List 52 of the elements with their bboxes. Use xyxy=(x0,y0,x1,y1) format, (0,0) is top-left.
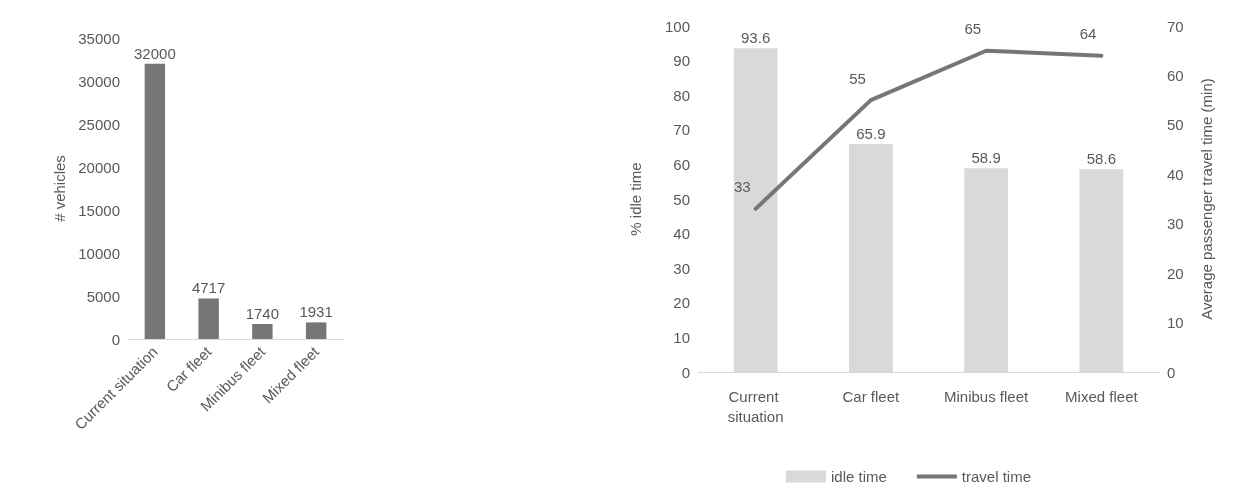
y-tick-label: 80 xyxy=(673,86,690,104)
y-tick-label: 70 xyxy=(673,121,690,139)
data-label: 58.6 xyxy=(1086,150,1116,168)
x-tick-label: Car fleet xyxy=(842,387,901,405)
y-tick-label: 10 xyxy=(673,328,690,346)
y-tick-label: 15000 xyxy=(78,201,120,219)
y-axis-title: # vehicles xyxy=(51,155,69,222)
y-tick-label: 0 xyxy=(681,363,690,381)
y-tick-label: 35000 xyxy=(78,29,120,47)
data-label: 64 xyxy=(1079,25,1097,43)
y-tick-label: 0 xyxy=(111,330,120,348)
data-label: 58.9 xyxy=(971,149,1001,167)
data-label: 55 xyxy=(849,69,866,87)
x-tick-label: Mixed fleet xyxy=(1065,387,1139,405)
y-tick-label: 20000 xyxy=(78,158,120,176)
y2-tick-label: 70 xyxy=(1167,17,1184,35)
y-tick-label: 60 xyxy=(673,155,690,173)
data-label: 93.6 xyxy=(741,29,771,47)
legend-label: idle time xyxy=(830,468,887,485)
legend-label: travel time xyxy=(961,468,1032,485)
bar xyxy=(198,298,219,339)
y2-axis-title: Average passenger travel time (min) xyxy=(1198,78,1215,320)
data-label: 65 xyxy=(964,20,982,38)
y2-tick-label: 40 xyxy=(1167,165,1184,183)
y-tick-label: 25000 xyxy=(78,115,120,133)
y-tick-label: 100 xyxy=(664,17,690,35)
y2-tick-label: 60 xyxy=(1167,66,1184,84)
y2-tick-label: 30 xyxy=(1167,215,1184,233)
data-label: 1740 xyxy=(245,305,280,323)
y2-tick-label: 10 xyxy=(1167,314,1184,332)
y-tick-label: 10000 xyxy=(78,244,120,262)
y2-tick-label: 0 xyxy=(1167,363,1176,381)
y-tick-label: 50 xyxy=(673,190,690,208)
bar xyxy=(144,63,166,339)
y-tick-label: 30000 xyxy=(78,72,120,90)
y-axis-title: % idle time xyxy=(627,162,644,236)
data-label: 1931 xyxy=(299,303,333,321)
bar xyxy=(252,324,273,339)
bar xyxy=(305,322,327,339)
data-label: 32000 xyxy=(134,44,176,62)
y-tick-label: 5000 xyxy=(86,287,120,305)
y2-tick-label: 20 xyxy=(1167,264,1184,282)
y-tick-label: 90 xyxy=(673,52,690,70)
x-tick-label: Minibus fleet xyxy=(944,387,1030,405)
y-tick-label: 20 xyxy=(673,294,690,312)
x-tick-label: Current situation xyxy=(727,387,784,425)
y2-tick-label: 50 xyxy=(1167,116,1184,134)
y-tick-label: 40 xyxy=(673,225,690,243)
data-label: 4717 xyxy=(191,279,226,297)
data-label: 65.9 xyxy=(856,124,886,142)
data-label: 33 xyxy=(733,178,751,196)
y-tick-label: 30 xyxy=(673,259,690,277)
